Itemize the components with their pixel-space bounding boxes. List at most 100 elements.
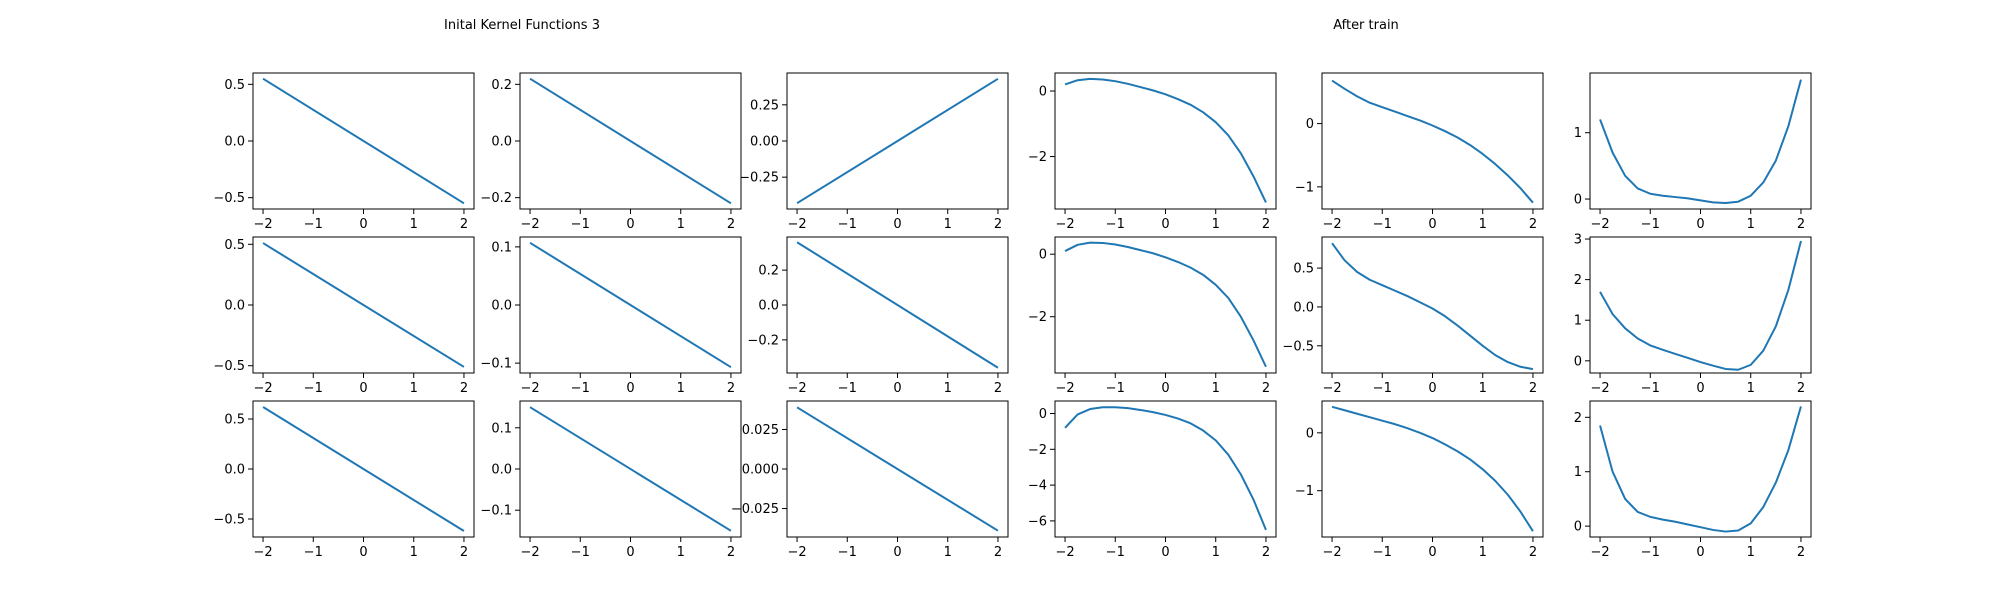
x-tick-label-r1c5-0: −2: [1322, 217, 1341, 232]
x-tick-label-r1c2-0: −2: [520, 217, 539, 232]
x-tick-label-r1c6-4: 2: [1797, 217, 1805, 232]
subplot-r3c3: −2 −1 0 1 2 0.025 0.000 −0.025: [731, 400, 1009, 560]
x-tick-label-r2c4-1: −1: [1106, 381, 1125, 396]
subplot-r3c1: −2 −1 0 1 2 0.5 0.0 −0.5: [213, 400, 475, 560]
y-tick-label-r1c6-0: 1: [1574, 126, 1582, 141]
x-tick-label-r2c2-3: 1: [677, 381, 685, 396]
series-line-r1c5: [1331, 79, 1534, 204]
series-line-r1c4: [1064, 77, 1267, 203]
y-tick-label-r1c5-1: −1: [1295, 180, 1314, 195]
series-line-r1c2: [529, 77, 732, 205]
x-tick-label-r1c5-1: −1: [1373, 217, 1392, 232]
subplot-r3c6: −2 −1 0 1 2 2 1 0: [1574, 400, 1812, 560]
y-tick-label-r2c5-0: 0.5: [1293, 262, 1314, 277]
y-tick-label-r2c2-2: −0.1: [480, 357, 512, 372]
x-tick-label-r3c1-3: 1: [410, 545, 418, 560]
y-tick-label-r1c6-1: 0: [1574, 193, 1582, 208]
y-tick-label-r2c2-1: 0.0: [491, 299, 512, 314]
y-tick-label-r2c6-3: 0: [1574, 354, 1582, 369]
y-tick-label-r3c3-2: −0.025: [731, 502, 779, 517]
series-line-r3c4: [1064, 406, 1267, 531]
x-tick-label-r3c4-0: −2: [1055, 545, 1074, 560]
x-tick-label-r3c6-1: −1: [1641, 545, 1660, 560]
y-tick-label-r1c1-0: 0.5: [224, 78, 245, 93]
subplot-grid: −2 −1 0 1 2 0.5 0.0 −0.5 −2 −1 0 1 2 0.2 0.0 −0.2 −2 −1 0 1…: [213, 72, 1812, 560]
subplot-r3c4: −2 −1 0 1 2 0 −2 −4 −6: [1028, 400, 1277, 560]
series-line-r2c6: [1599, 240, 1802, 371]
x-tick-label-r2c1-3: 1: [410, 381, 418, 396]
x-tick-label-r3c2-1: −1: [571, 545, 590, 560]
subplot-r3c2: −2 −1 0 1 2 0.1 0.0 −0.1: [480, 400, 742, 560]
y-tick-label-r2c2-0: 0.1: [491, 240, 512, 255]
series-line-r1c3: [796, 77, 999, 205]
x-tick-label-r2c1-4: 2: [460, 381, 468, 396]
x-tick-label-r1c1-4: 2: [460, 217, 468, 232]
x-tick-label-r1c1-2: 0: [359, 217, 367, 232]
x-tick-label-r2c4-0: −2: [1055, 381, 1074, 396]
subplot-r2c5: −2 −1 0 1 2 0.5 0.0 −0.5: [1282, 236, 1544, 396]
right-title: After train: [1333, 18, 1399, 33]
subplot-r1c3: −2 −1 0 1 2 0.25 0.00 −0.25: [739, 72, 1009, 232]
y-tick-label-r3c5-0: 0: [1306, 426, 1314, 441]
series-line-r3c2: [529, 406, 732, 532]
x-tick-label-r1c1-3: 1: [410, 217, 418, 232]
y-tick-label-r1c3-1: 0.00: [750, 135, 779, 150]
y-tick-label-r3c6-2: 0: [1574, 520, 1582, 535]
subplot-r2c3: −2 −1 0 1 2 0.2 0.0 −0.2: [747, 236, 1009, 396]
series-line-r2c2: [529, 241, 732, 369]
x-tick-label-r3c2-2: 0: [626, 545, 634, 560]
y-tick-label-r3c5-1: −1: [1295, 484, 1314, 499]
y-tick-label-r3c2-0: 0.1: [491, 421, 512, 436]
x-tick-label-r2c3-2: 0: [893, 381, 901, 396]
x-tick-label-r1c2-3: 1: [677, 217, 685, 232]
y-tick-label-r2c3-2: −0.2: [747, 333, 779, 348]
y-tick-label-r2c4-1: −2: [1028, 310, 1047, 325]
y-tick-label-r1c2-0: 0.2: [491, 78, 512, 93]
x-tick-label-r2c5-3: 1: [1479, 381, 1487, 396]
x-tick-label-r2c6-1: −1: [1641, 381, 1660, 396]
series-line-r2c3: [796, 241, 999, 369]
x-tick-label-r2c1-0: −2: [253, 381, 272, 396]
x-tick-label-r2c1-2: 0: [359, 381, 367, 396]
x-tick-label-r3c3-0: −2: [787, 545, 806, 560]
x-tick-label-r3c2-3: 1: [677, 545, 685, 560]
x-tick-label-r3c4-3: 1: [1212, 545, 1220, 560]
x-tick-label-r1c1-1: −1: [304, 217, 323, 232]
y-tick-label-r3c1-2: −0.5: [213, 513, 245, 528]
x-tick-label-r1c3-1: −1: [838, 217, 857, 232]
y-tick-label-r1c2-1: 0.0: [491, 135, 512, 150]
y-tick-label-r2c1-2: −0.5: [213, 359, 245, 374]
x-tick-label-r2c5-2: 0: [1428, 381, 1436, 396]
y-tick-label-r1c1-1: 0.0: [224, 135, 245, 150]
x-tick-label-r3c5-0: −2: [1322, 545, 1341, 560]
x-tick-label-r1c5-2: 0: [1428, 217, 1436, 232]
series-line-r3c6: [1599, 406, 1802, 533]
x-tick-label-r2c6-0: −2: [1590, 381, 1609, 396]
x-tick-label-r1c3-0: −2: [787, 217, 806, 232]
x-tick-label-r3c3-1: −1: [838, 545, 857, 560]
y-tick-label-r2c3-0: 0.2: [758, 264, 779, 279]
x-tick-label-r3c1-1: −1: [304, 545, 323, 560]
x-tick-label-r3c6-3: 1: [1747, 545, 1755, 560]
y-tick-label-r2c6-2: 1: [1574, 314, 1582, 329]
x-tick-label-r1c4-2: 0: [1161, 217, 1169, 232]
x-tick-label-r1c6-0: −2: [1590, 217, 1609, 232]
x-tick-label-r1c6-2: 0: [1696, 217, 1704, 232]
x-tick-label-r1c6-3: 1: [1747, 217, 1755, 232]
x-tick-label-r3c6-4: 2: [1797, 545, 1805, 560]
subplot-r2c2: −2 −1 0 1 2 0.1 0.0 −0.1: [480, 236, 742, 396]
y-tick-label-r1c1-2: −0.5: [213, 191, 245, 206]
x-tick-label-r1c2-2: 0: [626, 217, 634, 232]
x-tick-label-r2c1-1: −1: [304, 381, 323, 396]
y-tick-label-r3c3-1: 0.000: [742, 463, 779, 478]
subplot-r1c2: −2 −1 0 1 2 0.2 0.0 −0.2: [480, 72, 742, 232]
x-tick-label-r2c3-3: 1: [944, 381, 952, 396]
x-tick-label-r1c2-1: −1: [571, 217, 590, 232]
y-tick-label-r3c6-0: 2: [1574, 411, 1582, 426]
series-line-r1c1: [262, 77, 465, 205]
y-tick-label-r2c1-0: 0.5: [224, 238, 245, 253]
x-tick-label-r2c3-1: −1: [838, 381, 857, 396]
x-tick-label-r2c2-2: 0: [626, 381, 634, 396]
series-line-r2c1: [262, 242, 465, 368]
